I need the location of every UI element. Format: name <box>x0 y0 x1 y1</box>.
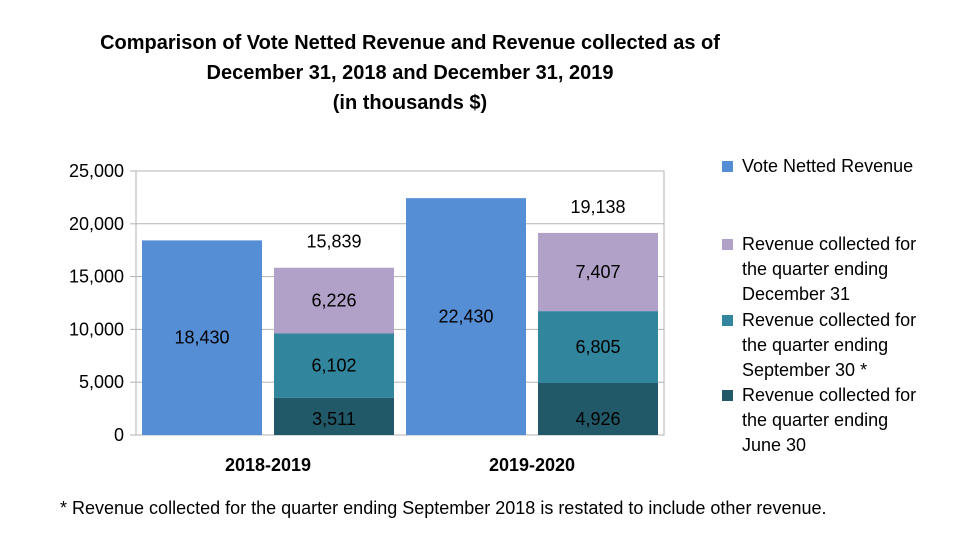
bar-sep30-2019-2020 <box>538 311 658 383</box>
chart-title-line-2: December 31, 2018 and December 31, 2019 <box>206 62 614 84</box>
data-label-sep30-2018-2019: 6,102 <box>311 356 356 376</box>
y-tick-label-20000: 20,000 <box>69 214 124 234</box>
bar-jun30-2018-2019 <box>274 397 394 435</box>
legend-label-jun30: Revenue collected for the quarter ending… <box>742 385 917 455</box>
data-label-vote-netted-2019-2020: 22,430 <box>438 307 493 327</box>
data-label-jun30-2019-2020: 4,926 <box>575 409 620 429</box>
y-tick-label-15000: 15,000 <box>69 267 124 287</box>
data-label-vote-netted-2018-2019: 18,430 <box>174 328 229 348</box>
legend-swatch-dec31 <box>722 239 733 250</box>
chart-title-line-3: (in thousands $) <box>332 92 488 114</box>
x-category-label-2019-2020: 2019-2020 <box>489 455 575 475</box>
bar-dec31-2018-2019 <box>274 267 394 334</box>
legend-swatch-vote-netted <box>722 161 733 172</box>
legend-swatch-jun30 <box>722 390 733 401</box>
data-label-jun30-2018-2019: 3,511 <box>312 409 356 429</box>
data-label-total-2019-2020: 19,138 <box>570 197 625 217</box>
data-label-dec31-2019-2020: 7,407 <box>575 262 620 282</box>
bar-sep30-2018-2019 <box>274 333 394 398</box>
legend-label-sep30: Revenue collected for the quarter ending… <box>742 310 917 380</box>
footnote: * Revenue collected for the quarter endi… <box>60 498 827 518</box>
data-label-sep30-2019-2020: 6,805 <box>575 337 620 357</box>
x-category-label-2018-2019: 2018-2019 <box>225 455 311 475</box>
chart-title: Comparison of Vote Netted Revenue and Re… <box>20 28 800 118</box>
bar-vote-netted-2019-2020 <box>406 198 526 435</box>
bar-dec31-2019-2020 <box>538 232 658 312</box>
legend-label-dec31: Revenue collected for the quarter ending… <box>742 234 917 304</box>
chart-title-line-1: Comparison of Vote Netted Revenue and Re… <box>100 32 720 54</box>
y-tick-label-5000: 5,000 <box>79 372 124 392</box>
legend-label-vote-netted: Vote Netted Revenue <box>742 156 914 176</box>
data-label-total-2018-2019: 15,839 <box>306 232 361 252</box>
bar-jun30-2019-2020 <box>538 382 658 435</box>
y-tick-label-25000: 25,000 <box>69 161 124 181</box>
y-tick-label-0: 0 <box>114 425 124 445</box>
legend-swatch-sep30 <box>722 315 733 326</box>
y-tick-label-10000: 10,000 <box>69 319 124 339</box>
data-label-dec31-2018-2019: 6,226 <box>311 291 356 311</box>
bar-vote-netted-2018-2019 <box>142 240 262 435</box>
